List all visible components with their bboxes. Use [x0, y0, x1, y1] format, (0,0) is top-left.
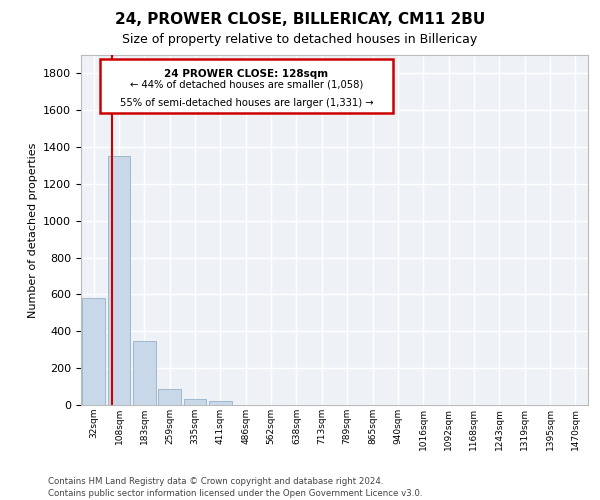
Text: 24 PROWER CLOSE: 128sqm: 24 PROWER CLOSE: 128sqm: [164, 69, 329, 79]
Bar: [107, 156, 130, 405]
Bar: [209, 402, 232, 405]
Text: Size of property relative to detached houses in Billericay: Size of property relative to detached ho…: [122, 32, 478, 46]
FancyBboxPatch shape: [100, 59, 393, 113]
Y-axis label: Number of detached properties: Number of detached properties: [28, 142, 38, 318]
Text: ← 44% of detached houses are smaller (1,058): ← 44% of detached houses are smaller (1,…: [130, 80, 363, 90]
Text: Contains public sector information licensed under the Open Government Licence v3: Contains public sector information licen…: [48, 488, 422, 498]
Text: 55% of semi-detached houses are larger (1,331) →: 55% of semi-detached houses are larger (…: [120, 98, 373, 108]
Text: Contains HM Land Registry data © Crown copyright and database right 2024.: Contains HM Land Registry data © Crown c…: [48, 477, 383, 486]
Text: 24, PROWER CLOSE, BILLERICAY, CM11 2BU: 24, PROWER CLOSE, BILLERICAY, CM11 2BU: [115, 12, 485, 28]
Bar: [82, 298, 105, 405]
Bar: [184, 400, 206, 405]
Bar: [158, 390, 181, 405]
Bar: [133, 340, 156, 405]
